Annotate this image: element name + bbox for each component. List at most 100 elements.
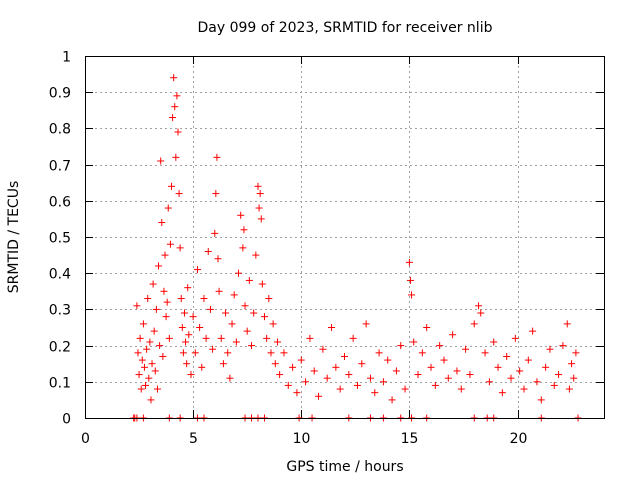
- data-point: [204, 247, 212, 255]
- data-point: [240, 226, 248, 234]
- data-point: [196, 324, 204, 331]
- data-point: [328, 324, 336, 331]
- data-point: [353, 381, 361, 389]
- data-point: [150, 327, 158, 335]
- data-point: [349, 334, 357, 342]
- data-point: [273, 338, 281, 346]
- data-point: [336, 385, 344, 393]
- data-point: [466, 371, 474, 379]
- data-point: [498, 389, 506, 397]
- data-point: [306, 334, 314, 342]
- data-point: [388, 396, 396, 404]
- data-points: [130, 74, 582, 422]
- data-point: [256, 190, 264, 198]
- data-point: [345, 371, 353, 379]
- data-point: [160, 287, 168, 295]
- data-point: [537, 396, 545, 404]
- data-point: [155, 262, 163, 270]
- data-point: [490, 338, 498, 346]
- data-point: [180, 309, 188, 317]
- y-tick-label: 0.1: [49, 376, 71, 392]
- data-point: [341, 352, 348, 360]
- data-point: [397, 342, 405, 350]
- data-point: [183, 360, 191, 368]
- data-point: [481, 349, 489, 357]
- data-point: [265, 295, 273, 303]
- data-point: [164, 204, 172, 212]
- data-point: [171, 103, 179, 111]
- data-point: [542, 363, 550, 371]
- data-point: [379, 378, 387, 386]
- data-point: [226, 374, 234, 382]
- data-point: [254, 182, 262, 190]
- data-point: [158, 219, 166, 227]
- data-point: [176, 244, 184, 252]
- data-point: [239, 244, 247, 252]
- data-point: [371, 389, 379, 397]
- x-tick-label: 20: [510, 431, 528, 447]
- data-point: [235, 269, 243, 277]
- data-point: [408, 291, 416, 299]
- data-point: [257, 215, 265, 223]
- data-point: [280, 349, 288, 357]
- x-tick-label: 0: [81, 431, 90, 447]
- data-point: [212, 190, 220, 198]
- data-point: [191, 349, 199, 357]
- data-point: [503, 352, 511, 360]
- data-point: [263, 334, 271, 342]
- data-point: [166, 240, 174, 248]
- data-point: [444, 374, 452, 382]
- data-point: [255, 204, 263, 212]
- grid-layer: [85, 56, 604, 418]
- data-point: [243, 327, 251, 335]
- data-point: [174, 128, 182, 136]
- y-tick-label: 0.9: [49, 86, 71, 102]
- data-point: [436, 342, 444, 350]
- data-point: [406, 276, 414, 284]
- data-point: [271, 360, 279, 368]
- data-point: [170, 74, 178, 82]
- data-point: [161, 251, 169, 259]
- data-point: [213, 153, 221, 161]
- data-point: [284, 381, 292, 389]
- data-point: [140, 363, 148, 371]
- y-tick-label: 0.8: [49, 122, 71, 138]
- data-point: [572, 349, 580, 357]
- x-axis-label: GPS time / hours: [286, 459, 403, 475]
- data-point: [147, 396, 155, 404]
- y-tick-label: 0.7: [49, 159, 71, 175]
- data-point: [520, 385, 528, 393]
- data-point: [563, 320, 571, 328]
- data-point: [152, 305, 160, 313]
- data-point: [423, 324, 431, 331]
- data-point: [169, 114, 177, 122]
- data-point: [206, 305, 214, 313]
- data-point: [332, 363, 340, 371]
- data-point: [470, 320, 478, 328]
- data-point: [462, 345, 470, 353]
- data-point: [323, 374, 331, 382]
- data-point: [431, 381, 439, 389]
- data-point: [219, 360, 227, 368]
- data-point: [214, 255, 222, 263]
- data-point: [276, 371, 284, 379]
- data-point: [157, 157, 165, 165]
- tick-layer: 00.10.20.30.40.50.60.70.80.910 5 10 15 20: [49, 50, 604, 447]
- data-point: [148, 360, 156, 368]
- data-point: [182, 338, 190, 346]
- data-point: [134, 349, 142, 357]
- data-point: [485, 378, 493, 386]
- data-point: [453, 367, 461, 375]
- data-point: [222, 309, 230, 317]
- data-point: [198, 363, 206, 371]
- data-point: [215, 287, 223, 295]
- data-point: [230, 291, 238, 299]
- data-point: [405, 258, 413, 266]
- data-point: [570, 374, 578, 382]
- data-point: [153, 385, 161, 393]
- data-point: [224, 349, 232, 357]
- data-point: [162, 313, 170, 321]
- data-point: [165, 334, 173, 342]
- data-point: [310, 367, 318, 375]
- data-point: [133, 302, 141, 310]
